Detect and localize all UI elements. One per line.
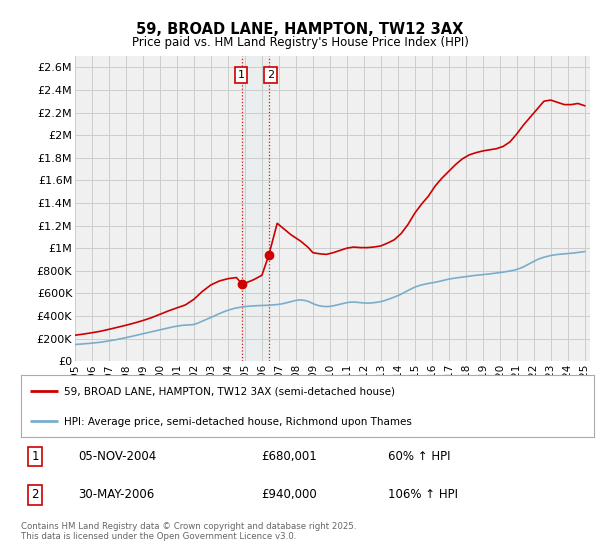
Text: 60% ↑ HPI: 60% ↑ HPI <box>388 450 450 463</box>
Text: 106% ↑ HPI: 106% ↑ HPI <box>388 488 458 501</box>
Text: 05-NOV-2004: 05-NOV-2004 <box>79 450 157 463</box>
Text: 59, BROAD LANE, HAMPTON, TW12 3AX: 59, BROAD LANE, HAMPTON, TW12 3AX <box>136 22 464 38</box>
Text: 30-MAY-2006: 30-MAY-2006 <box>79 488 155 501</box>
Text: Price paid vs. HM Land Registry's House Price Index (HPI): Price paid vs. HM Land Registry's House … <box>131 36 469 49</box>
Text: 59, BROAD LANE, HAMPTON, TW12 3AX (semi-detached house): 59, BROAD LANE, HAMPTON, TW12 3AX (semi-… <box>64 386 395 396</box>
Text: 2: 2 <box>266 70 274 80</box>
Text: £940,000: £940,000 <box>262 488 317 501</box>
Text: 2: 2 <box>32 488 39 501</box>
Bar <box>242 56 269 361</box>
Text: £680,001: £680,001 <box>262 450 317 463</box>
Text: Contains HM Land Registry data © Crown copyright and database right 2025.
This d: Contains HM Land Registry data © Crown c… <box>21 522 356 542</box>
Text: HPI: Average price, semi-detached house, Richmond upon Thames: HPI: Average price, semi-detached house,… <box>64 417 412 427</box>
Text: 1: 1 <box>238 70 244 80</box>
Text: 1: 1 <box>32 450 39 463</box>
